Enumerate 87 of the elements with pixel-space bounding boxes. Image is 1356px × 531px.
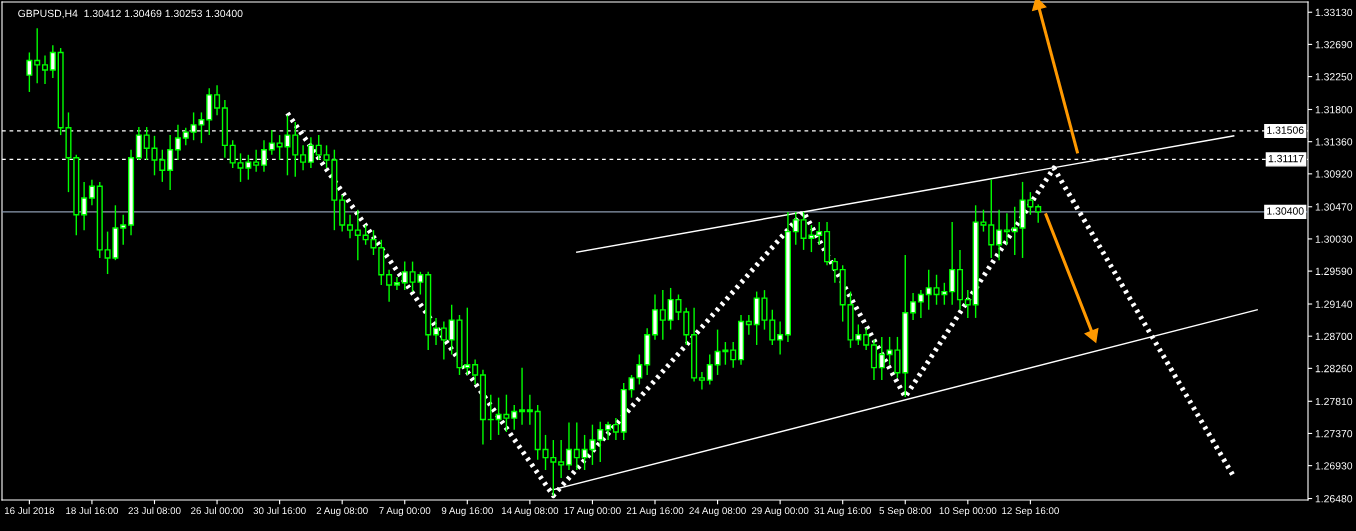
candlestick (26, 51, 33, 93)
candlestick (81, 181, 88, 231)
candlestick (558, 439, 565, 479)
candlestick (816, 221, 823, 246)
x-tick-label: 12 Sep 16:00 (1002, 507, 1059, 517)
x-tick-label: 24 Aug 08:00 (689, 507, 746, 517)
candlestick (401, 260, 408, 291)
x-tick-label: 5 Sep 08:00 (879, 507, 932, 517)
candlestick (949, 221, 956, 306)
ref-line-label: 1.30400 (1267, 207, 1304, 215)
candlestick (120, 214, 127, 246)
y-tick-label: 1.28260 (1315, 364, 1353, 373)
x-tick-label: 21 Aug 16:00 (626, 507, 684, 517)
y-tick-label: 1.26480 (1315, 495, 1353, 503)
candlestick (745, 314, 752, 336)
x-tick-label: 2 Aug 08:00 (316, 507, 368, 517)
candlestick (300, 144, 307, 171)
text: GBPUSD,H4 1.30412 1.30469 1.30253 1.30400 (18, 9, 243, 19)
candlestick (253, 149, 260, 173)
y-tick-label: 1.31360 (1315, 138, 1353, 146)
candlestick (870, 339, 878, 381)
y-tick-label: 1.30470 (1315, 203, 1353, 211)
x-tick-label: 7 Aug 00:00 (379, 507, 431, 517)
candlestick (910, 292, 917, 321)
candlestick (612, 417, 619, 441)
candlestick (659, 289, 666, 341)
candlestick (292, 121, 299, 178)
y-tick-label: 1.29140 (1315, 300, 1353, 308)
candlestick (964, 289, 971, 319)
x-tick-label: 23 Jul 08:00 (128, 506, 181, 515)
x-tick-label: 31 Aug 16:00 (814, 507, 871, 517)
x-tick-label: 10 Sep 00:00 (939, 507, 997, 517)
candlestick (526, 394, 533, 426)
x-tick-label: 14 Aug 08:00 (501, 507, 559, 517)
ref-line-label: 1.31506 (1267, 126, 1304, 134)
candlestick (917, 289, 924, 319)
candlestick (698, 371, 705, 391)
candlestick (49, 44, 56, 79)
x-tick-label: 9 Aug 16:00 (441, 507, 493, 517)
candlestick (988, 179, 995, 259)
y-tick-label: 1.26930 (1315, 462, 1353, 470)
candlestick (597, 421, 604, 463)
x-tick-label: 26 Jul 00:00 (191, 506, 244, 515)
y-tick-label: 1.30030 (1315, 235, 1353, 243)
y-tick-label: 1.27370 (1315, 429, 1353, 438)
y-tick-label: 1.30920 (1315, 170, 1353, 178)
candlestick (214, 84, 221, 117)
candlestick (346, 214, 354, 239)
candlestick (996, 208, 1003, 261)
candlestick (1011, 206, 1018, 256)
candlestick (41, 54, 49, 85)
candlestick (831, 257, 838, 284)
candlestick (511, 404, 518, 431)
candlestick (605, 421, 612, 441)
x-tick-label: 16 Jul 2018 (4, 506, 55, 515)
x-tick-label: 29 Aug 00:00 (751, 507, 809, 517)
y-tick-label: 1.32250 (1315, 73, 1353, 81)
candlestick (706, 353, 713, 386)
candlestick (354, 208, 361, 261)
candlestick (1003, 212, 1010, 246)
candlestick (730, 341, 737, 369)
candlestick (519, 366, 526, 426)
candlestick (878, 336, 885, 381)
candlestick (432, 317, 440, 346)
y-tick-label: 1.32690 (1315, 40, 1353, 49)
candlestick (1035, 203, 1042, 224)
candlestick (777, 320, 784, 356)
candlestick (863, 327, 870, 351)
candlestick (386, 268, 393, 303)
candlestick (792, 211, 799, 246)
y-tick-label: 1.29590 (1315, 267, 1353, 275)
ref-line-label: 1.31117 (1268, 154, 1304, 163)
candlestick (440, 320, 447, 361)
y-tick-label: 1.28700 (1315, 332, 1353, 341)
candlestick (34, 27, 41, 84)
candlestick (393, 276, 400, 291)
y-tick-label: 1.33130 (1315, 8, 1353, 17)
candlestick (315, 134, 322, 161)
candlestick (472, 358, 479, 386)
x-tick-label: 17 Aug 00:00 (564, 507, 621, 517)
x-tick-label: 30 Jul 16:00 (253, 506, 306, 515)
y-tick-label: 1.27810 (1315, 397, 1353, 406)
candlestick (88, 179, 95, 206)
y-tick-label: 1.31800 (1315, 106, 1353, 114)
candlestick (573, 421, 580, 471)
x-tick-label: 18 Jul 16:00 (66, 506, 119, 515)
candlestick (565, 421, 573, 471)
